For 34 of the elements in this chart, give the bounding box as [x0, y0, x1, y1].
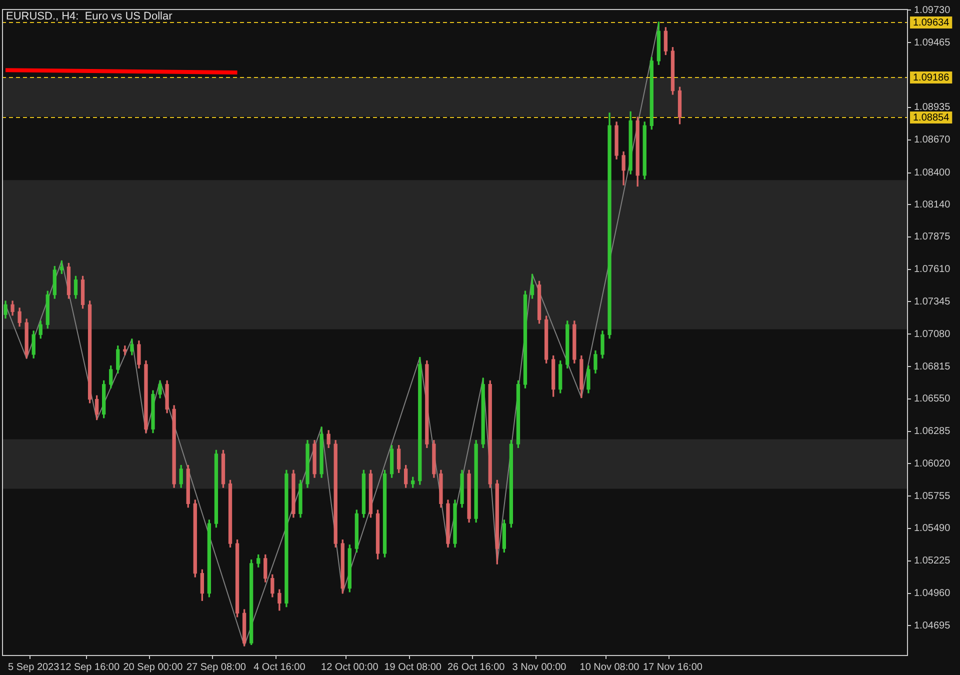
x-tick-label: 17 Nov 16:00 [642, 662, 703, 673]
y-tick-label: 1.06285 [914, 426, 951, 438]
y-tick-label: 1.06550 [914, 394, 951, 405]
x-tick-label: 4 Oct 16:00 [254, 662, 306, 673]
x-tick-label: 26 Oct 16:00 [447, 662, 506, 673]
x-tick-label: 27 Sep 08:00 [186, 662, 246, 673]
ref-line-label: 1.08854 [913, 112, 950, 124]
y-tick-label: 1.09730 [914, 4, 951, 16]
y-tick-label: 1.08935 [914, 102, 951, 114]
x-tick-label: 19 Oct 08:00 [384, 662, 442, 673]
x-tick-label: 20 Sep 00:00 [123, 662, 184, 673]
y-tick-label: 1.05490 [914, 523, 951, 534]
x-tick-label: 10 Nov 08:00 [580, 662, 640, 673]
y-tick-label: 1.07080 [914, 328, 951, 340]
ref-line-label: 1.09634 [913, 17, 950, 28]
y-tick-label: 1.06815 [914, 361, 951, 372]
x-tick-label: 12 Sep 16:00 [60, 662, 120, 673]
ref-line-label: 1.09186 [913, 72, 950, 84]
y-tick-label: 1.07345 [914, 296, 951, 308]
x-tick-label: 12 Oct 00:00 [321, 662, 379, 673]
y-tick-label: 1.09465 [914, 37, 951, 48]
y-tick-label: 1.06020 [914, 458, 951, 470]
y-tick-label: 1.07875 [914, 232, 951, 243]
x-tick-label: 3 Nov 00:00 [512, 662, 567, 673]
y-tick-label: 1.05755 [914, 490, 951, 502]
y-tick-label: 1.07610 [914, 264, 951, 276]
y-tick-label: 1.04695 [914, 620, 951, 632]
y-tick-label: 1.08400 [914, 168, 951, 179]
y-tick-label: 1.04960 [914, 588, 951, 600]
y-tick-label: 1.05225 [914, 556, 951, 567]
chart-title: EURUSD., H4: Euro vs US Dollar [6, 10, 173, 23]
y-tick-label: 1.08670 [914, 134, 951, 146]
x-tick-label: 5 Sep 2023 [8, 662, 60, 673]
y-tick-label: 1.08140 [914, 199, 951, 210]
